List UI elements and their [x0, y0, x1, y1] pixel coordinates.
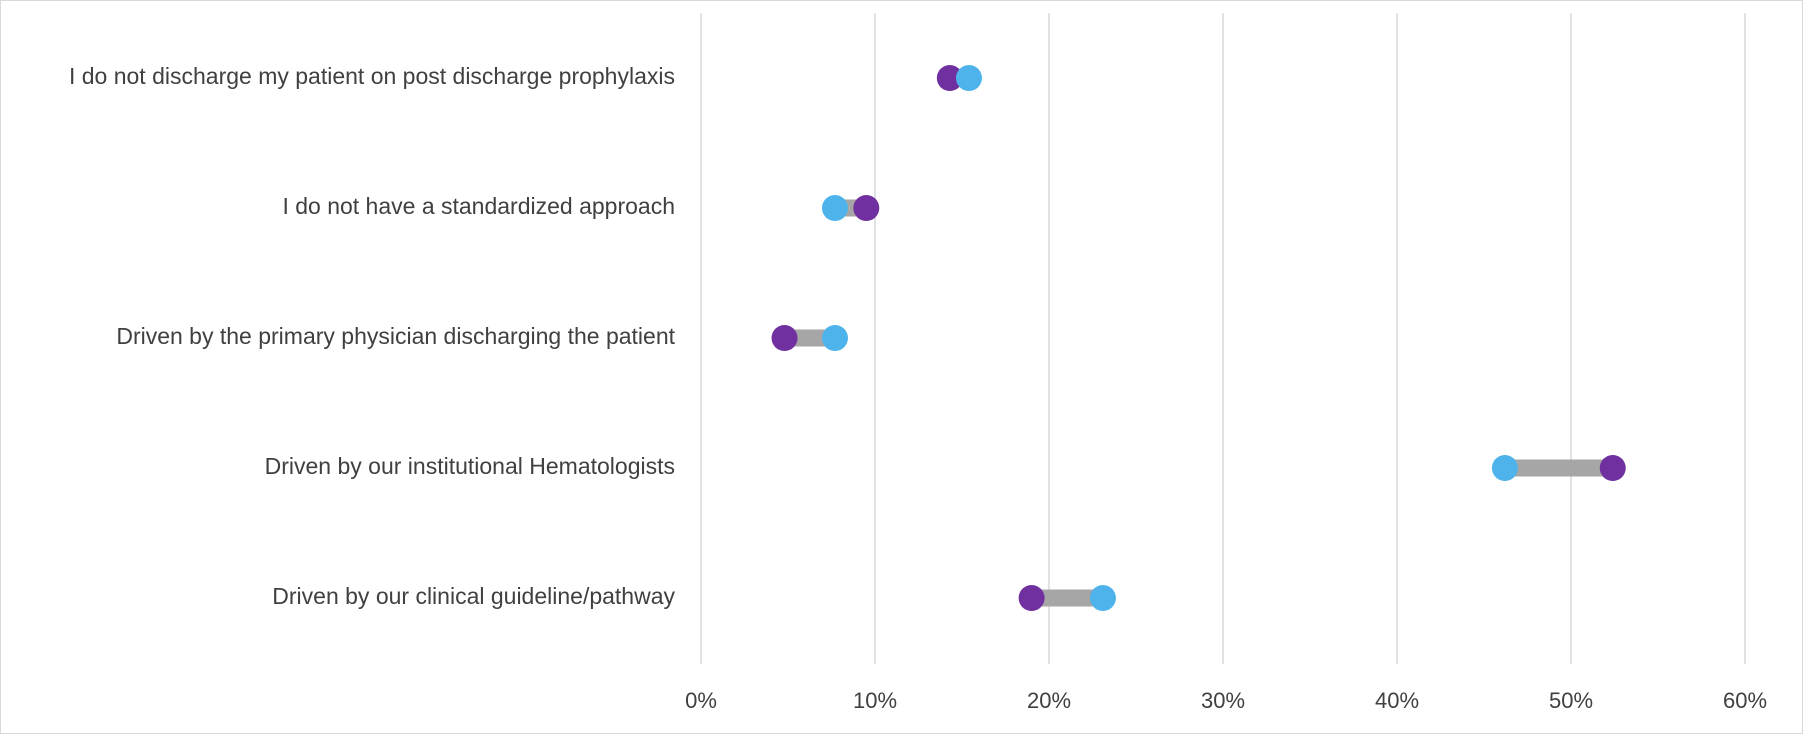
gridlines [700, 13, 1746, 664]
x-tick-label: 10% [853, 688, 897, 713]
x-tick-label: 50% [1549, 688, 1593, 713]
x-tick-label: 0% [685, 688, 717, 713]
x-tick-label: 20% [1027, 688, 1071, 713]
data-point-series-1 [936, 65, 963, 91]
connectors [784, 69, 1613, 607]
category-label: I do not discharge my patient on post di… [69, 63, 675, 89]
data-point-series-1 [1599, 455, 1626, 481]
category-label: Driven by our clinical guideline/pathway [272, 583, 675, 609]
markers [771, 65, 1626, 611]
x-tick-label: 40% [1375, 688, 1419, 713]
data-point-series-2 [821, 325, 848, 351]
data-point-series-2 [821, 195, 848, 221]
data-point-series-2 [1089, 585, 1116, 611]
x-tick-label: 60% [1723, 688, 1767, 713]
category-labels: I do not discharge my patient on post di… [69, 63, 676, 609]
category-label: Driven by our institutional Hematologist… [265, 453, 675, 479]
data-point-series-1 [1018, 585, 1045, 611]
data-point-series-2 [1491, 455, 1518, 481]
data-point-series-1 [853, 195, 880, 221]
x-tick-label: 30% [1201, 688, 1245, 713]
category-label: Driven by the primary physician discharg… [116, 323, 675, 349]
x-axis-ticks: 0% 10% 20% 30% 40% 50% 60% [685, 688, 1767, 713]
category-label: I do not have a standardized approach [282, 193, 675, 219]
data-point-series-1 [771, 325, 798, 351]
data-point-series-2 [955, 65, 982, 91]
